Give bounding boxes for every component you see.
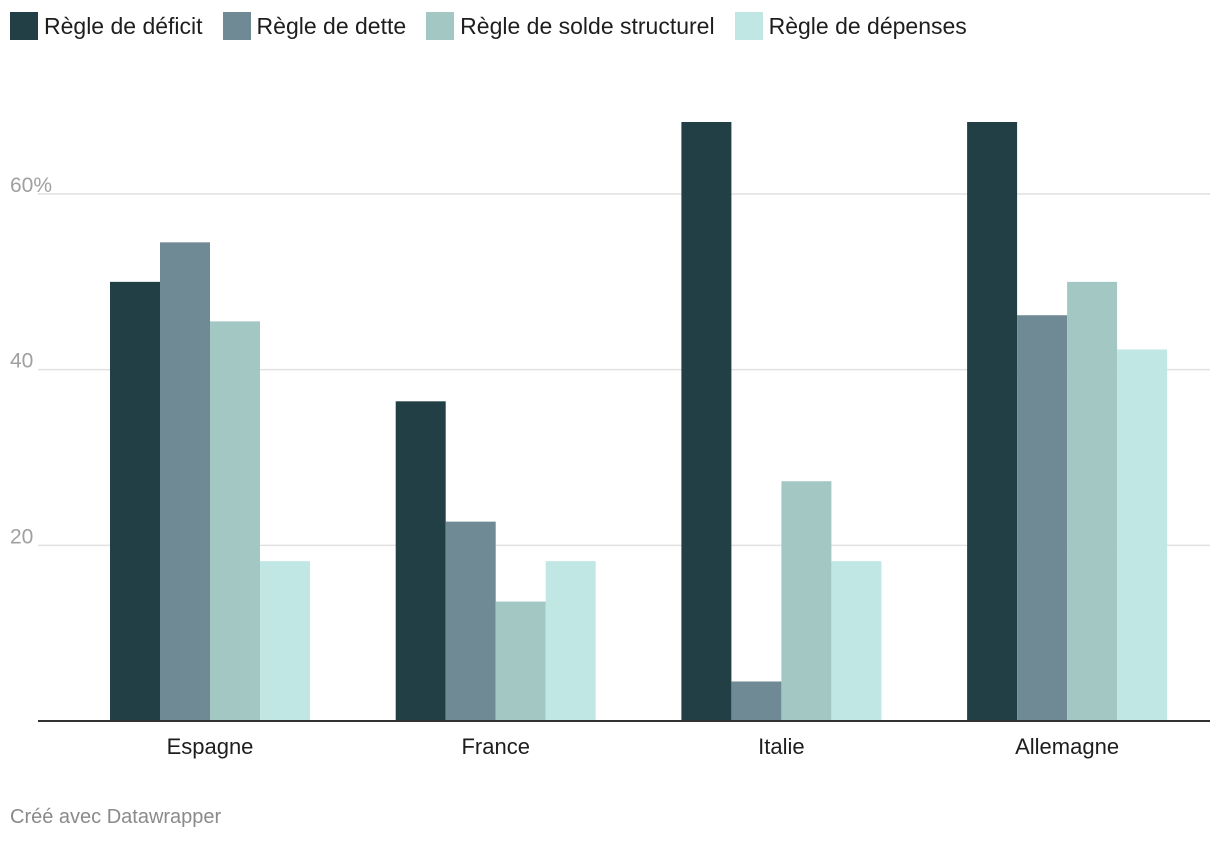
x-tick-label: Allemagne: [1015, 734, 1119, 759]
bar: [395, 401, 446, 721]
y-tick-label: 40: [10, 350, 33, 373]
legend-label: Règle de solde structurel: [460, 12, 715, 39]
legend-label: Règle de dépenses: [768, 12, 967, 39]
legend-label: Règle de dette: [256, 12, 407, 39]
bar: [110, 281, 160, 721]
legend-label: Règle de déficit: [44, 12, 203, 39]
bar: [1067, 281, 1118, 721]
bar: [781, 481, 832, 721]
legend-swatch: [426, 12, 455, 40]
bar: [445, 521, 496, 721]
bar: [210, 321, 260, 721]
credit-text: Créé avec Datawrapper: [10, 806, 222, 828]
legend-item: Règle de déficit: [10, 12, 203, 40]
bar: [831, 561, 882, 721]
bar: [681, 122, 732, 721]
x-tick-label: Italie: [758, 734, 804, 759]
x-tick-label: France: [461, 734, 529, 759]
legend-swatch: [10, 12, 38, 40]
legend-item: Règle de solde structurel: [426, 12, 715, 40]
bar: [545, 561, 596, 721]
y-tick-label: 60%: [10, 174, 52, 197]
legend-swatch: [222, 12, 251, 40]
legend-item: Règle de dépenses: [734, 12, 967, 40]
bar: [967, 122, 1018, 721]
bar: [260, 561, 310, 721]
bar: [1017, 315, 1068, 721]
legend-swatch: [734, 12, 763, 40]
bar: [495, 601, 546, 721]
legend: Règle de déficit Règle de dette Règle de s…: [10, 8, 987, 44]
bar: [731, 681, 782, 721]
bar: [1117, 349, 1168, 721]
y-tick-label: 20: [10, 525, 33, 548]
x-tick-label: Espagne: [167, 734, 254, 759]
legend-item: Règle de dette: [222, 12, 407, 40]
bar: [160, 242, 210, 722]
